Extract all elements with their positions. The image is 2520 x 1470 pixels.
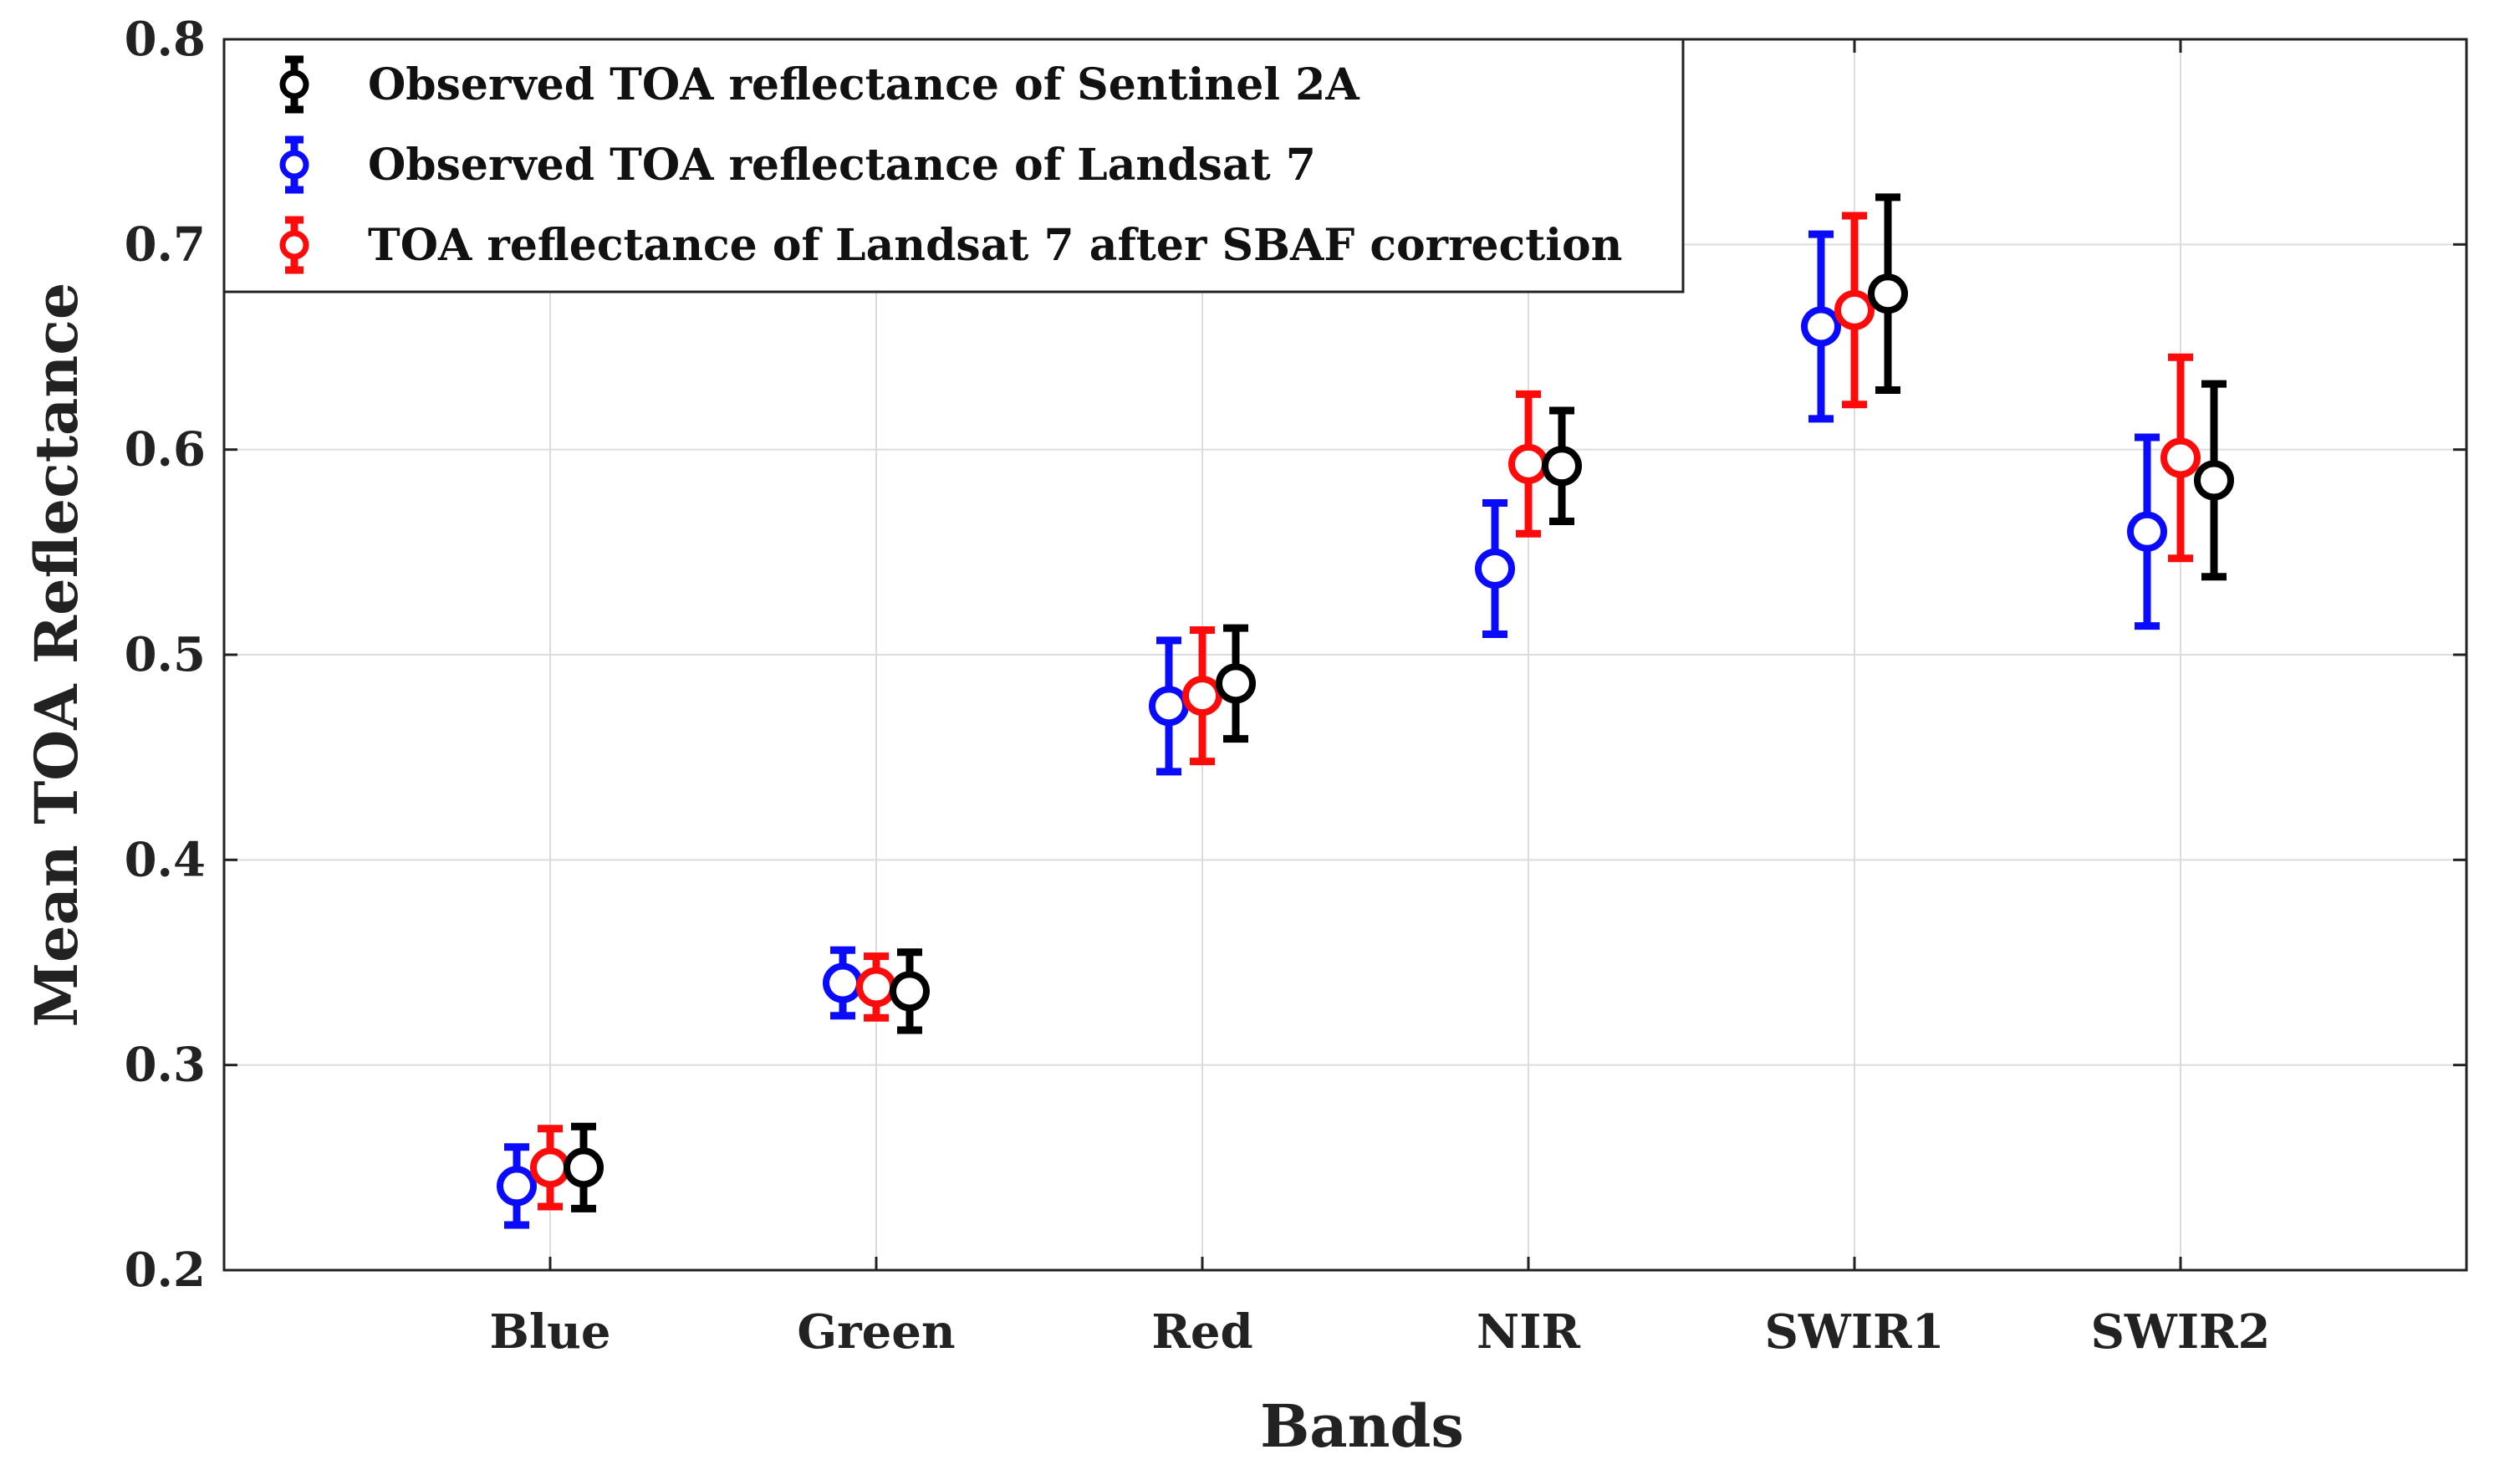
y-tick-label: 0.3	[125, 1038, 206, 1093]
y-tick-label: 0.2	[125, 1243, 206, 1298]
data-point	[2160, 437, 2201, 478]
data-point	[890, 971, 930, 1012]
legend: Observed TOA reflectance of Sentinel 2A O…	[222, 38, 1685, 293]
data-point	[1868, 273, 1908, 314]
x-tick-label: Blue	[490, 1304, 611, 1360]
data-point	[1542, 446, 1582, 487]
series-0	[564, 193, 2234, 1212]
data-point	[1216, 663, 1256, 704]
legend-marker	[279, 230, 309, 260]
x-tick-label: Red	[1151, 1304, 1252, 1360]
x-tick-label: SWIR1	[1764, 1304, 1944, 1360]
data-point	[1801, 306, 1841, 347]
data-point	[497, 1166, 537, 1207]
data-point	[823, 962, 863, 1003]
data-point	[1182, 676, 1222, 717]
legend-item: Observed TOA reflectance of Sentinel 2A	[279, 55, 1359, 114]
x-axis-ticks: Blue Green Red NIR SWIR1 SWIR2	[490, 39, 2271, 1360]
data-point	[530, 1147, 570, 1188]
data-point	[1475, 548, 1515, 589]
x-tick-label: SWIR2	[2090, 1304, 2270, 1360]
series-2	[530, 212, 2201, 1211]
x-tick-label: NIR	[1477, 1304, 1580, 1360]
legend-label: Observed TOA reflectance of Landsat 7	[368, 140, 1316, 191]
y-tick-label: 0.4	[125, 832, 206, 887]
data-marks	[497, 193, 2234, 1229]
legend-item: Observed TOA reflectance of Landsat 7	[279, 135, 1316, 194]
y-tick-label: 0.7	[125, 217, 206, 272]
y-tick-label: 0.5	[125, 627, 206, 682]
data-point	[2194, 460, 2234, 501]
legend-marker	[279, 150, 309, 180]
y-tick-label: 0.6	[125, 422, 206, 477]
legend-box	[222, 38, 1685, 293]
y-tick-label: 0.8	[125, 12, 206, 67]
data-point	[564, 1147, 604, 1188]
legend-marker	[279, 69, 309, 100]
y-axis-label: Mean TOA Reflectance	[22, 283, 91, 1028]
legend-label: TOA reflectance of Landsat 7 after SBAF …	[368, 220, 1622, 271]
data-point	[1834, 289, 1875, 330]
legend-item: TOA reflectance of Landsat 7 after SBAF …	[279, 216, 1622, 274]
data-point	[2127, 511, 2167, 552]
data-point	[1149, 686, 1189, 727]
y-axis-ticks: 0.2 0.3 0.4 0.5 0.6 0.7 0.8	[125, 12, 2466, 1298]
series-1	[497, 230, 2167, 1229]
data-point	[856, 967, 896, 1008]
x-axis-label: Bands	[1260, 1391, 1464, 1461]
data-point	[1508, 443, 1548, 484]
x-tick-label: Green	[797, 1304, 955, 1360]
legend-label: Observed TOA reflectance of Sentinel 2A	[368, 59, 1359, 110]
